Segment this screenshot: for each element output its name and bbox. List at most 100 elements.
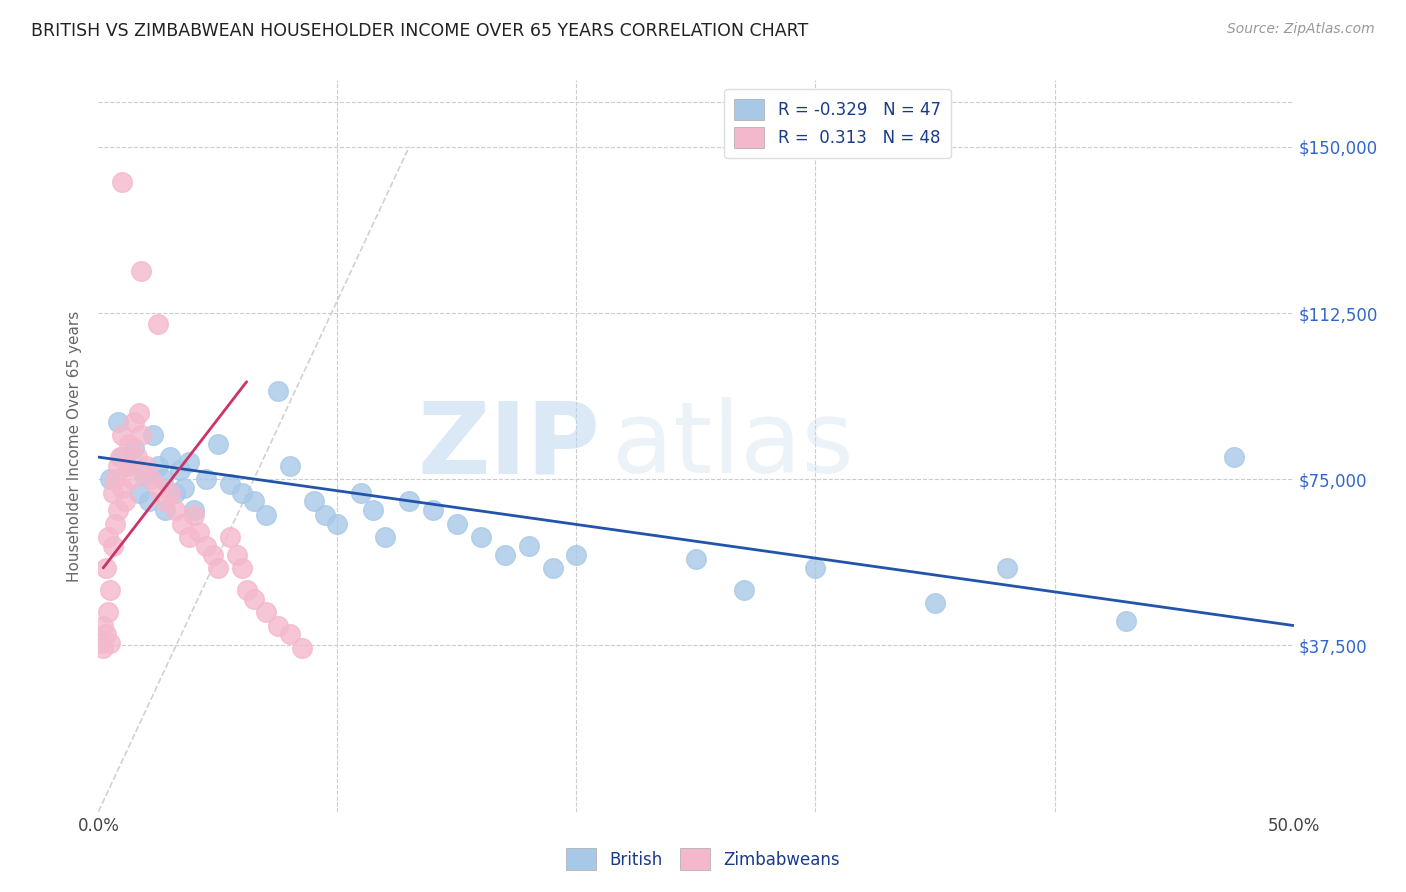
Point	[733, 583, 755, 598]
Point	[243, 591, 266, 606]
Point	[187, 525, 209, 540]
Point	[565, 548, 588, 562]
Point	[98, 636, 122, 650]
Point	[195, 539, 218, 553]
Point	[101, 485, 124, 500]
Point	[111, 481, 134, 495]
Point	[219, 476, 242, 491]
Point	[267, 384, 290, 398]
Point	[107, 503, 129, 517]
Point	[114, 494, 136, 508]
Point	[219, 530, 242, 544]
Point	[135, 458, 157, 473]
Point	[121, 472, 143, 486]
Point	[97, 530, 120, 544]
Point	[350, 485, 373, 500]
Point	[98, 583, 122, 598]
Point	[326, 516, 349, 531]
Point	[422, 503, 444, 517]
Y-axis label: Householder Income Over 65 years: Householder Income Over 65 years	[67, 310, 83, 582]
Point	[278, 627, 301, 641]
Legend: R = -0.329   N = 47, R =  0.313   N = 48: R = -0.329 N = 47, R = 0.313 N = 48	[724, 88, 950, 158]
Point	[446, 516, 468, 531]
Point	[131, 264, 153, 278]
Point	[128, 485, 150, 500]
Point	[1115, 614, 1137, 628]
Point	[183, 503, 205, 517]
Point	[108, 450, 131, 464]
Point	[291, 640, 314, 655]
Text: ZIP: ZIP	[418, 398, 600, 494]
Point	[107, 458, 129, 473]
Point	[243, 494, 266, 508]
Point	[148, 317, 170, 331]
Point	[183, 508, 205, 522]
Point	[363, 503, 385, 517]
Point	[231, 561, 253, 575]
Point	[517, 539, 540, 553]
Point	[179, 530, 201, 544]
Point	[494, 548, 516, 562]
Point	[111, 450, 134, 464]
Point	[470, 530, 492, 544]
Point	[138, 494, 160, 508]
Point	[207, 437, 229, 451]
Text: atlas: atlas	[613, 398, 853, 494]
Point	[924, 596, 946, 610]
Point	[202, 548, 225, 562]
Point	[142, 428, 165, 442]
Point	[111, 175, 134, 189]
Point	[231, 485, 253, 500]
Point	[104, 516, 127, 531]
Point	[94, 627, 117, 641]
Point	[159, 450, 181, 464]
Point	[195, 472, 218, 486]
Point	[254, 605, 277, 619]
Point	[125, 450, 148, 464]
Point	[115, 458, 138, 473]
Point	[155, 494, 177, 508]
Point	[173, 481, 195, 495]
Point	[91, 618, 114, 632]
Point	[172, 516, 194, 531]
Point	[267, 618, 290, 632]
Point	[90, 636, 112, 650]
Point	[1223, 450, 1246, 464]
Point	[94, 561, 117, 575]
Point	[995, 561, 1018, 575]
Point	[118, 437, 141, 451]
Point	[124, 441, 146, 455]
Point	[101, 539, 124, 553]
Point	[226, 548, 249, 562]
Point	[169, 463, 191, 477]
Point	[97, 605, 120, 619]
Point	[115, 458, 138, 473]
Point	[104, 472, 127, 486]
Point	[302, 494, 325, 508]
Point	[98, 472, 122, 486]
Point	[398, 494, 420, 508]
Point	[132, 467, 155, 482]
Point	[254, 508, 277, 522]
Point	[159, 485, 181, 500]
Point	[278, 458, 301, 473]
Point	[235, 583, 257, 598]
Text: BRITISH VS ZIMBABWEAN HOUSEHOLDER INCOME OVER 65 YEARS CORRELATION CHART: BRITISH VS ZIMBABWEAN HOUSEHOLDER INCOME…	[31, 22, 808, 40]
Point	[131, 428, 153, 442]
Point	[315, 508, 337, 522]
Legend: British, Zimbabweans: British, Zimbabweans	[560, 842, 846, 877]
Point	[107, 415, 129, 429]
Point	[179, 454, 201, 468]
Point	[207, 561, 229, 575]
Point	[804, 561, 827, 575]
Point	[541, 561, 564, 575]
Point	[374, 530, 396, 544]
Point	[163, 503, 186, 517]
Point	[148, 481, 170, 495]
Point	[685, 552, 707, 566]
Text: Source: ZipAtlas.com: Source: ZipAtlas.com	[1227, 22, 1375, 37]
Point	[152, 472, 174, 486]
Point	[124, 415, 146, 429]
Point	[128, 406, 150, 420]
Point	[148, 458, 170, 473]
